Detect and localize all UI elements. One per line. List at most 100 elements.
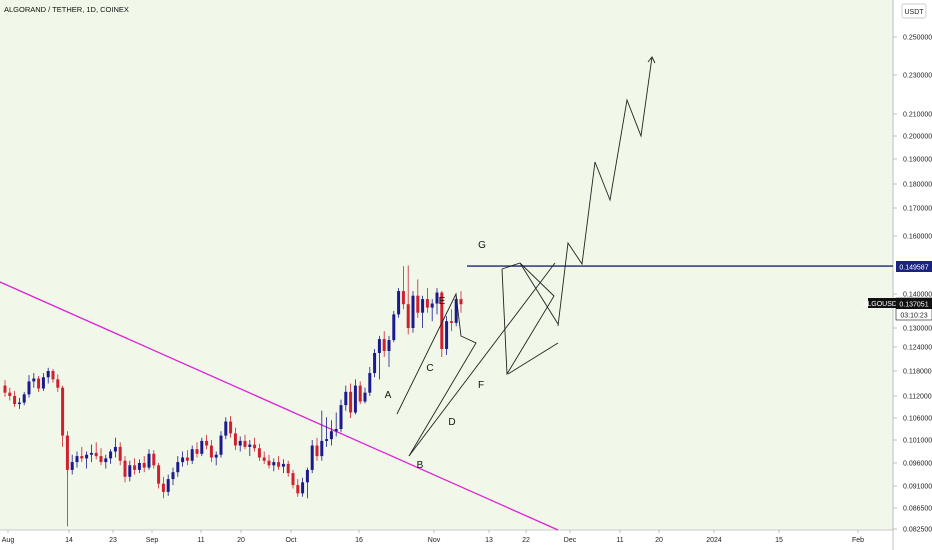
candle[interactable] (109, 449, 113, 464)
currency-button[interactable] (901, 3, 927, 19)
candle[interactable] (147, 449, 151, 470)
candle[interactable] (454, 295, 458, 327)
candle[interactable] (301, 477, 305, 497)
candle[interactable] (377, 335, 381, 380)
candle[interactable] (22, 391, 26, 406)
candle[interactable] (200, 437, 204, 457)
candle[interactable] (219, 431, 223, 458)
candle[interactable] (416, 279, 420, 318)
candle[interactable] (41, 373, 45, 391)
rhombus-bottom-edge[interactable] (507, 342, 559, 375)
candle[interactable] (445, 316, 449, 355)
candle[interactable] (286, 460, 290, 477)
candle[interactable] (334, 412, 338, 437)
candle[interactable] (51, 369, 55, 383)
candle[interactable] (17, 397, 21, 409)
candle[interactable] (133, 458, 137, 475)
candle[interactable] (161, 476, 165, 499)
candle[interactable] (435, 288, 439, 315)
candle[interactable] (421, 295, 425, 328)
candle[interactable] (61, 385, 65, 447)
candle[interactable] (181, 451, 185, 467)
candle[interactable] (229, 416, 233, 438)
candle[interactable] (257, 443, 261, 461)
candle[interactable] (32, 373, 36, 388)
candle[interactable] (85, 451, 89, 469)
candle[interactable] (363, 387, 367, 404)
candle[interactable] (123, 456, 127, 483)
candle[interactable] (315, 437, 319, 461)
candle[interactable] (205, 434, 209, 450)
candle[interactable] (440, 291, 444, 357)
candle[interactable] (171, 467, 175, 486)
candle[interactable] (118, 442, 122, 466)
candle[interactable] (406, 265, 410, 335)
wedge-lower-boundary[interactable] (408, 262, 556, 457)
candle[interactable] (3, 380, 7, 397)
candle[interactable] (272, 458, 276, 472)
candle[interactable] (277, 456, 281, 470)
candle[interactable] (209, 440, 213, 463)
candle[interactable] (128, 460, 132, 482)
candle[interactable] (296, 479, 300, 497)
candle[interactable] (320, 410, 324, 461)
candle[interactable] (166, 474, 170, 496)
candle[interactable] (387, 335, 391, 367)
candle[interactable] (80, 446, 84, 463)
candle[interactable] (329, 420, 333, 446)
candle[interactable] (253, 437, 257, 452)
candle[interactable] (56, 374, 60, 392)
rhombus-right-edge[interactable] (519, 262, 559, 325)
candle[interactable] (185, 450, 189, 466)
candle[interactable] (358, 381, 362, 405)
candle[interactable] (195, 442, 199, 458)
candle[interactable] (344, 385, 348, 411)
candle[interactable] (262, 451, 266, 464)
candle[interactable] (368, 367, 372, 396)
candle[interactable] (176, 456, 180, 477)
candle[interactable] (214, 451, 218, 466)
candle[interactable] (339, 399, 343, 433)
candle[interactable] (65, 431, 69, 527)
candle[interactable] (281, 459, 285, 474)
candle[interactable] (243, 434, 247, 450)
candle[interactable] (27, 375, 31, 398)
rising-wedge-pattern[interactable] (396, 292, 477, 457)
candle[interactable] (397, 288, 401, 318)
candle[interactable] (70, 454, 74, 475)
rhombus-pattern[interactable] (501, 262, 555, 376)
candle[interactable] (224, 417, 228, 440)
candle[interactable] (411, 291, 415, 333)
candle[interactable] (137, 459, 141, 474)
candle[interactable] (142, 456, 146, 473)
candle[interactable] (325, 417, 329, 447)
candle[interactable] (291, 469, 295, 489)
candle[interactable] (238, 436, 242, 452)
candle[interactable] (233, 427, 237, 451)
candle[interactable] (152, 450, 156, 469)
candle[interactable] (99, 448, 103, 466)
candle[interactable] (382, 331, 386, 357)
candle[interactable] (75, 451, 79, 468)
candle[interactable] (353, 379, 357, 415)
candle[interactable] (157, 463, 161, 489)
candle[interactable] (425, 288, 429, 313)
candle[interactable] (430, 299, 434, 322)
candle[interactable] (373, 349, 377, 378)
candle[interactable] (190, 445, 194, 464)
candle[interactable] (104, 454, 108, 469)
candle[interactable] (89, 444, 93, 463)
candle[interactable] (13, 391, 17, 407)
candle[interactable] (392, 311, 396, 343)
candle[interactable] (310, 440, 314, 474)
candle[interactable] (267, 454, 271, 469)
candle[interactable] (305, 467, 309, 499)
candle[interactable] (37, 376, 41, 392)
candle[interactable] (113, 437, 117, 458)
candle[interactable] (46, 367, 50, 384)
projected-path[interactable] (557, 56, 653, 327)
candle[interactable] (449, 309, 453, 332)
candle[interactable] (459, 291, 463, 313)
candle[interactable] (248, 440, 252, 457)
